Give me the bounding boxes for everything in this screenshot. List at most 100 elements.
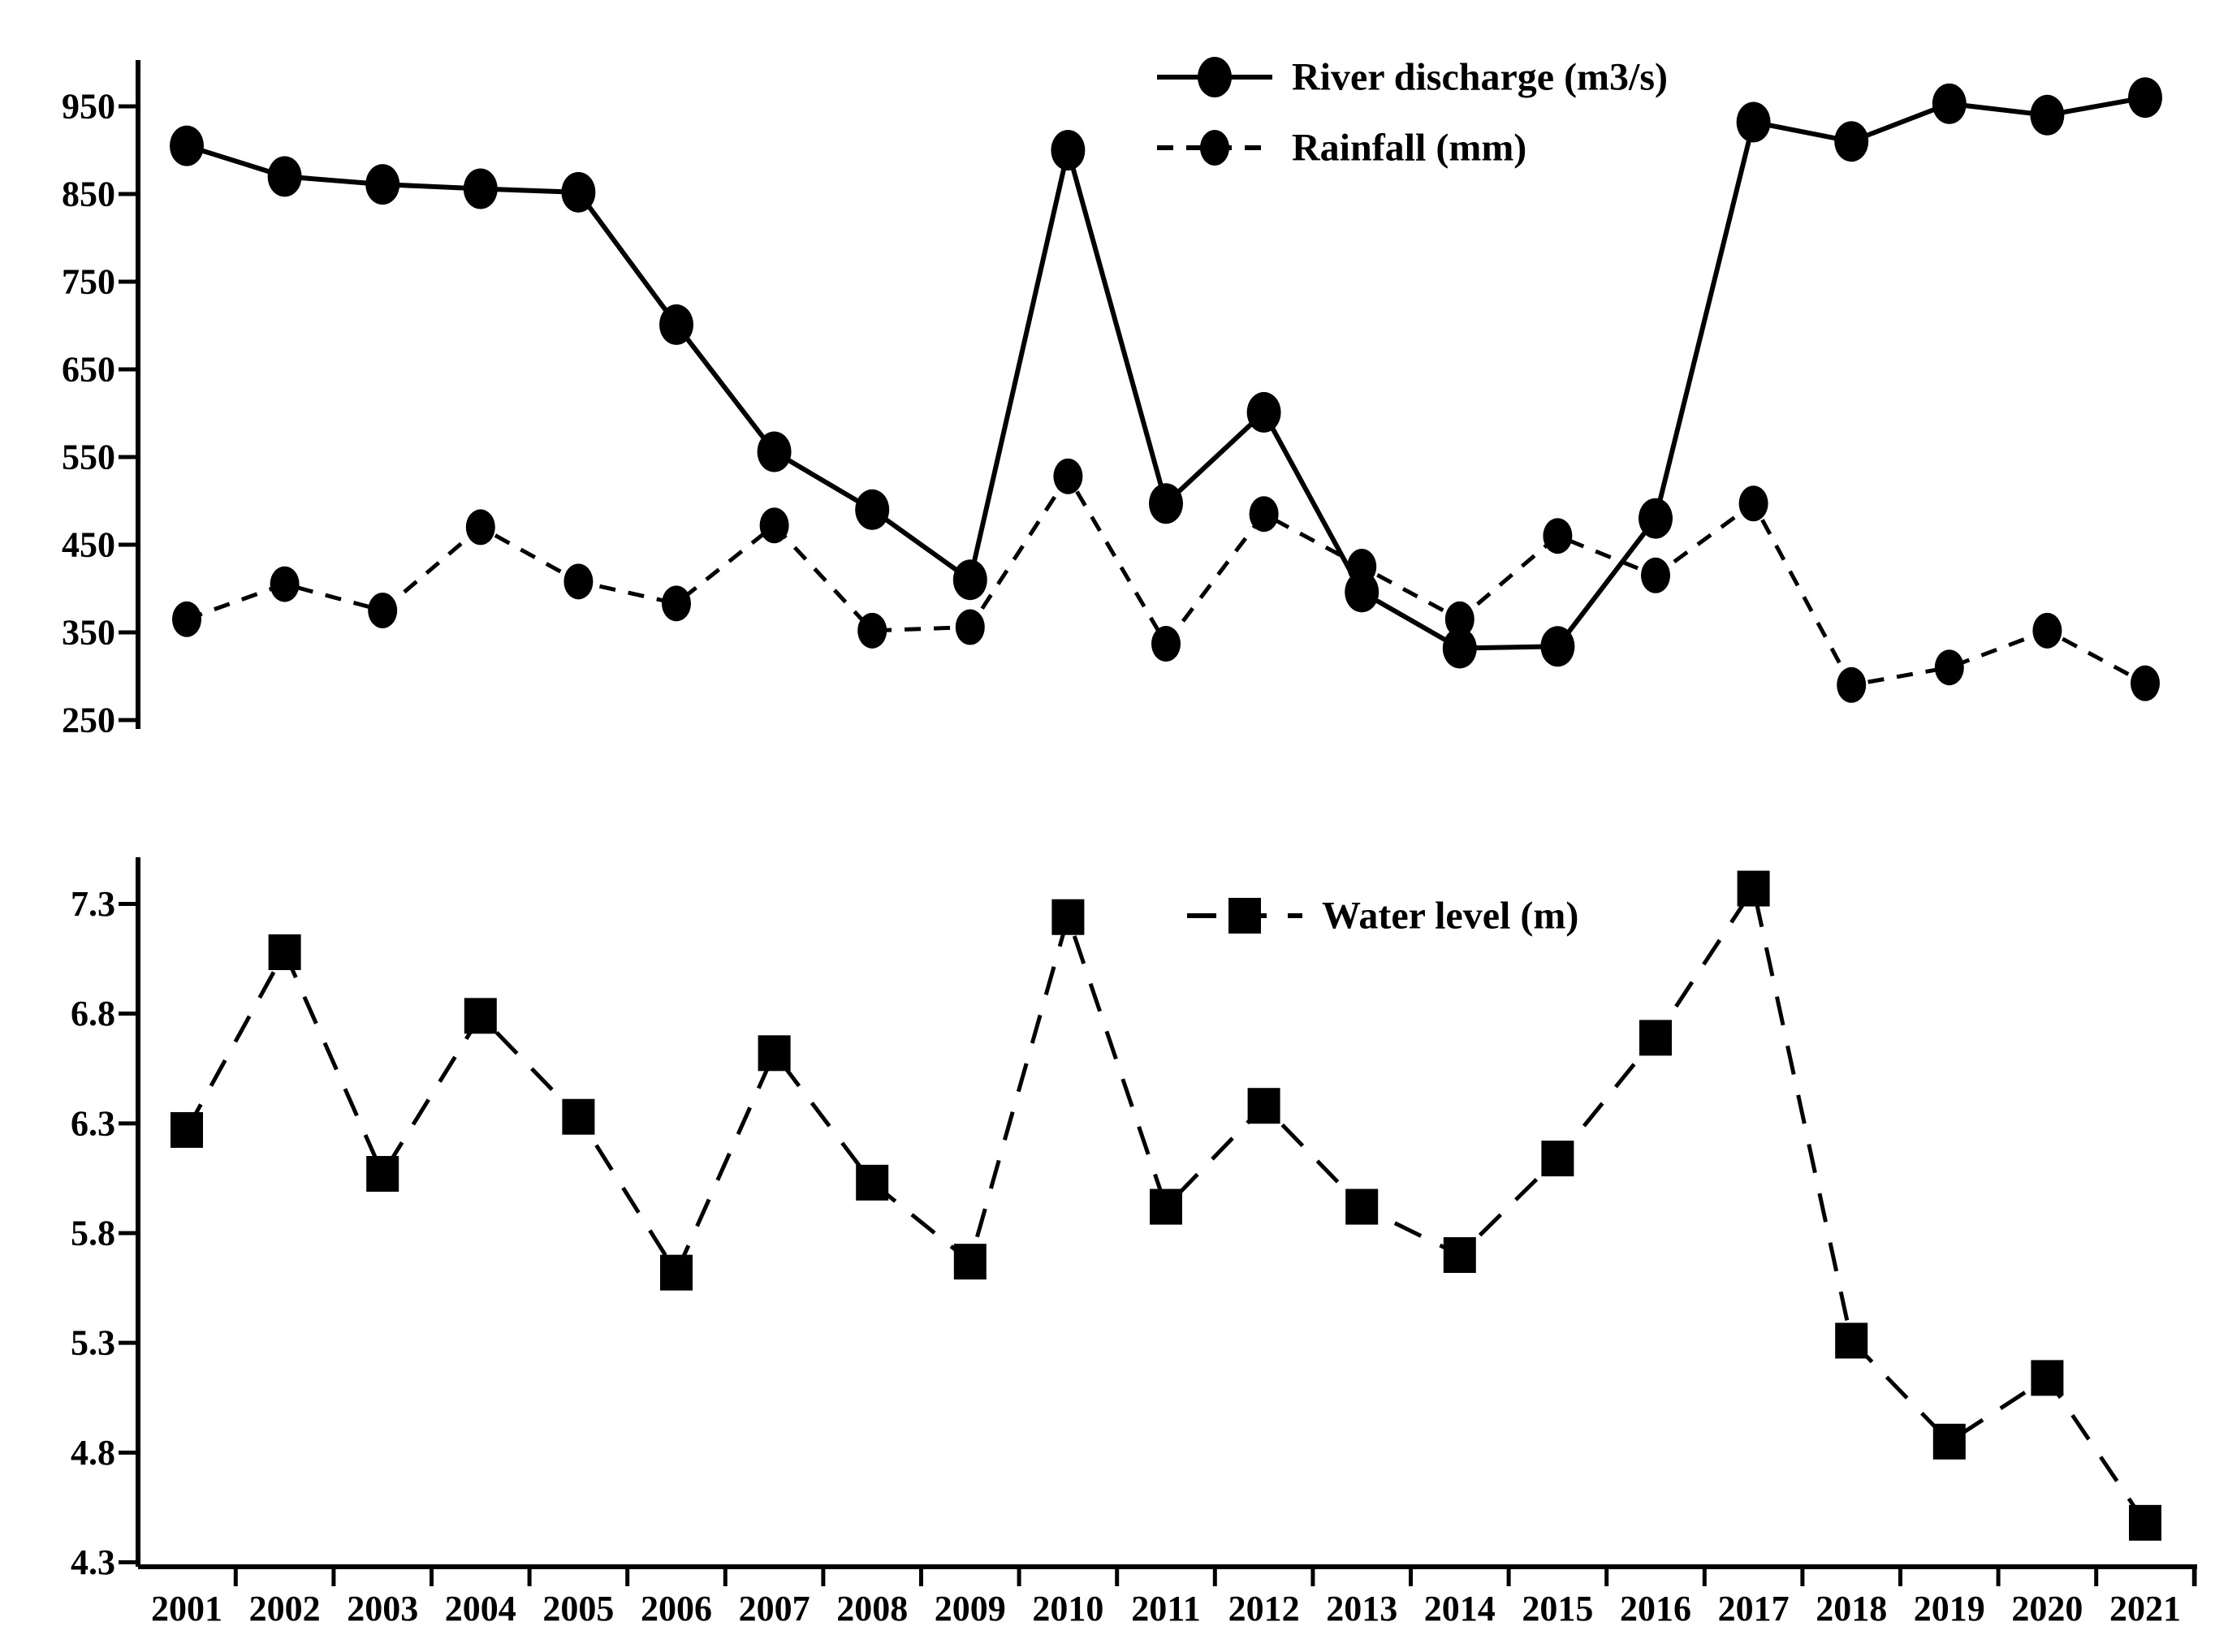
rainfall-mm--point bbox=[1347, 549, 1377, 584]
legend-marker-sample bbox=[1200, 130, 1229, 166]
river-discharge-m3-s--point bbox=[757, 431, 792, 472]
rainfall-mm--point bbox=[1444, 601, 1475, 637]
water-level-m--point bbox=[1247, 1088, 1280, 1124]
rainfall-mm--point bbox=[1837, 666, 1867, 703]
river-discharge-m3-s--point bbox=[267, 156, 302, 197]
bottom-y-tick-label: 7.3 bbox=[71, 884, 115, 924]
year-label: 2002 bbox=[249, 1589, 321, 1628]
river-discharge-m3-s--point bbox=[463, 168, 498, 209]
rainfall-mm--point bbox=[2131, 665, 2160, 701]
river-discharge-m3-s--point bbox=[1736, 101, 1771, 143]
water-level-m--point bbox=[660, 1254, 693, 1291]
year-label: 2014 bbox=[1424, 1589, 1496, 1628]
year-label: 2004 bbox=[445, 1589, 516, 1628]
year-label: 2020 bbox=[2011, 1589, 2083, 1628]
water-level-m--point bbox=[464, 998, 497, 1034]
year-label: 2011 bbox=[1131, 1589, 1201, 1628]
rainfall-mm--point bbox=[172, 601, 201, 637]
top-y-tick-label: 450 bbox=[62, 525, 115, 565]
river-discharge-m3-s--point bbox=[952, 559, 987, 601]
water-level-m--point bbox=[1639, 1020, 1672, 1056]
river-discharge-m3-s--point bbox=[170, 125, 204, 166]
water-level-m--line bbox=[184, 883, 2148, 1525]
river-discharge-m3-s--point bbox=[855, 489, 890, 530]
bottom-y-tick-label: 6.3 bbox=[71, 1103, 115, 1143]
legend-marker-sample bbox=[1228, 898, 1261, 934]
top-y-tick-label: 350 bbox=[62, 613, 115, 653]
rainfall-mm--point bbox=[662, 585, 691, 622]
year-label: 2009 bbox=[935, 1589, 1006, 1628]
rainfall-mm--point bbox=[2032, 612, 2062, 649]
year-label: 2006 bbox=[641, 1589, 712, 1628]
water-level-m--point bbox=[1443, 1237, 1476, 1274]
rainfall-mm--point bbox=[1934, 649, 1964, 686]
rainfall-mm--point bbox=[270, 566, 300, 602]
year-label: 2016 bbox=[1620, 1589, 1691, 1628]
legend-label: River discharge (m3/s) bbox=[1292, 56, 1668, 99]
river-discharge-m3-s--point bbox=[1246, 391, 1281, 433]
river-discharge-m3-s--point bbox=[561, 171, 596, 213]
rainfall-mm--point bbox=[563, 563, 594, 600]
water-level-m--point bbox=[953, 1244, 987, 1280]
water-level-m--point bbox=[1051, 899, 1085, 935]
rainfall-mm--point bbox=[1641, 557, 1670, 593]
river-discharge-m3-s--point bbox=[1051, 130, 1086, 170]
year-label: 2005 bbox=[542, 1589, 614, 1628]
legend-label: Rainfall (mm) bbox=[1292, 127, 1526, 170]
water-level-m--point bbox=[1835, 1322, 1868, 1359]
rainfall-mm--point bbox=[1053, 458, 1083, 494]
top-y-tick-label: 950 bbox=[62, 87, 115, 127]
year-label: 2013 bbox=[1326, 1589, 1397, 1628]
river-discharge-m3-s--point bbox=[2030, 94, 2065, 136]
bottom-y-tick-label: 5.3 bbox=[71, 1323, 115, 1363]
river-discharge-m3-s--point bbox=[1345, 572, 1380, 613]
water-level-m--point bbox=[2031, 1360, 2064, 1396]
water-level-m--point bbox=[1345, 1188, 1379, 1225]
rainfall-mm--point bbox=[759, 507, 789, 544]
year-label: 2007 bbox=[739, 1589, 810, 1628]
water-level-m--point bbox=[562, 1098, 595, 1135]
top-y-tick-label: 650 bbox=[62, 350, 115, 390]
year-label: 2003 bbox=[347, 1589, 418, 1628]
year-label: 2012 bbox=[1228, 1589, 1300, 1628]
rainfall-mm--point bbox=[465, 509, 495, 546]
rainfall-mm--point bbox=[955, 609, 985, 645]
water-level-m--point bbox=[1737, 870, 1770, 907]
water-level-m--point bbox=[1541, 1141, 1574, 1177]
river-discharge-m3-s--point bbox=[1639, 498, 1673, 539]
bottom-y-tick-label: 5.8 bbox=[71, 1214, 115, 1253]
year-label: 2017 bbox=[1718, 1589, 1790, 1628]
river-discharge-m3-s--point bbox=[1540, 626, 1575, 667]
year-label: 2019 bbox=[1914, 1589, 1985, 1628]
year-label: 2010 bbox=[1032, 1589, 1103, 1628]
river-discharge-m3-s--point bbox=[2128, 77, 2162, 119]
water-level-m--point bbox=[268, 934, 301, 970]
river-discharge-m3-s--point bbox=[1442, 628, 1477, 669]
rainfall-mm--point bbox=[1738, 485, 1768, 522]
river-discharge-m3-s--point bbox=[1149, 483, 1183, 524]
top-chart: 950 850 750 650 550 450 350 250 River discharge … bbox=[62, 56, 2162, 740]
year-label: 2008 bbox=[836, 1589, 908, 1628]
top-y-tick-label: 250 bbox=[62, 701, 115, 740]
water-level-m--point bbox=[2129, 1504, 2161, 1541]
year-label: 2021 bbox=[2109, 1589, 2181, 1628]
year-label: 2015 bbox=[1522, 1589, 1593, 1628]
water-level-m--point bbox=[856, 1164, 889, 1201]
bottom-y-tick-label: 4.3 bbox=[71, 1542, 115, 1582]
legend-label: Water level (m) bbox=[1322, 895, 1578, 938]
bottom-y-tick-label: 6.8 bbox=[71, 994, 115, 1033]
rainfall-mm--point bbox=[1249, 496, 1279, 533]
water-level-m--point bbox=[758, 1035, 791, 1072]
year-label: 2018 bbox=[1816, 1589, 1887, 1628]
water-level-m--point bbox=[1932, 1423, 1966, 1460]
water-level-m--point bbox=[171, 1111, 203, 1148]
river-discharge-m3-s--point bbox=[1834, 121, 1869, 162]
river-discharge-m3-s--point bbox=[1932, 83, 1967, 124]
top-y-tick-label: 750 bbox=[62, 262, 115, 302]
rainfall-mm--point bbox=[857, 612, 887, 649]
year-label: 2001 bbox=[151, 1589, 222, 1628]
bottom-chart: 7.3 6.8 6.3 5.8 5.3 4.8 4.3 2001 2002 2003 2004 200… bbox=[71, 857, 2197, 1628]
rainfall-mm--point bbox=[1543, 518, 1573, 554]
